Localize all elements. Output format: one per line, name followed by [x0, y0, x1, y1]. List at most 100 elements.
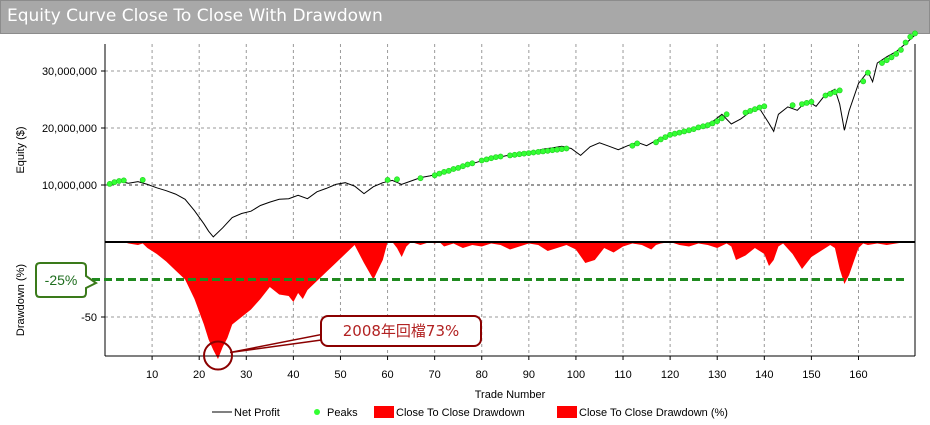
legend-label: Close To Close Drawdown: [396, 407, 525, 419]
peak-point: [898, 47, 904, 53]
y-tick-label: 20,000,000: [42, 123, 97, 135]
peak-point: [554, 146, 560, 153]
peak-point: [516, 151, 523, 158]
peak-point: [879, 60, 885, 66]
reference-line-group: -25%: [35, 262, 907, 298]
peak-point: [893, 51, 900, 57]
x-tick-label: 80: [476, 369, 488, 381]
peak-point: [653, 139, 659, 146]
peak-point: [464, 161, 471, 168]
peak-point: [469, 160, 476, 167]
peak-point: [756, 104, 763, 111]
peak-point: [511, 151, 518, 158]
callouts: 2008年回檔73%: [203, 315, 482, 371]
peak-point: [394, 176, 400, 183]
peak-point: [563, 145, 570, 152]
peak-point: [799, 101, 805, 107]
equity-axis-label: Equity ($): [15, 126, 27, 173]
legend-dot-swatch: [314, 409, 320, 415]
net-profit-series: [109, 34, 916, 238]
peak-point: [686, 127, 692, 134]
peak-point: [723, 111, 730, 118]
peak-point: [120, 177, 127, 184]
legend: Net Profit Peaks Close To Close Drawdown Cl…: [212, 406, 728, 419]
drawdown-axis-label: Drawdown (%): [15, 264, 27, 336]
reference-label: -25%: [45, 272, 78, 288]
peak-point: [497, 153, 504, 160]
peak-point: [907, 33, 914, 40]
x-tick-label: 60: [381, 369, 393, 381]
legend-label: Close To Close Drawdown (%): [579, 407, 728, 419]
peak-point: [662, 134, 669, 140]
chart-title-bar: Equity Curve Close To Close With Drawdow…: [0, 0, 930, 34]
x-tick-label: 10: [146, 369, 158, 381]
peak-point: [530, 149, 537, 156]
x-tick-label: 100: [567, 369, 585, 381]
x-tick-label: 140: [755, 369, 773, 381]
legend-label: Peaks: [327, 407, 358, 419]
reference-callout: [35, 262, 98, 298]
peak-point: [507, 152, 513, 159]
peak-point: [450, 166, 457, 172]
x-tick-label: 90: [523, 369, 535, 381]
peak-point: [629, 142, 636, 149]
peak-point: [441, 168, 447, 175]
x-tick-label: 120: [661, 369, 679, 381]
drawdown-series: [105, 242, 915, 359]
peak-point: [700, 123, 706, 130]
x-tick-label: 150: [802, 369, 820, 381]
annotation-box: [320, 315, 482, 347]
plot-frames: [104, 44, 916, 357]
peak-point: [789, 102, 796, 109]
y-tick-label: 10,000,000: [42, 180, 97, 192]
x-tick-label: 20: [193, 369, 205, 381]
legend-box-swatch: [557, 406, 577, 418]
peak-point: [535, 148, 542, 155]
peak-point: [657, 136, 664, 143]
peak-point: [860, 78, 867, 85]
peak-point: [525, 150, 532, 156]
x-axis-label: Trade Number: [475, 389, 546, 401]
axis-ticks: 10,000,000 20,000,000 30,000,000 -50 10 20 30 4…: [15, 66, 868, 401]
peak-point: [883, 57, 890, 64]
peak-point: [544, 147, 551, 154]
peak-point: [521, 150, 527, 157]
peak-point: [634, 140, 641, 147]
peak-point: [384, 176, 391, 183]
x-tick-label: 30: [240, 369, 252, 381]
peak-point: [808, 98, 815, 105]
x-tick-label: 70: [429, 369, 441, 381]
peak-point: [832, 89, 838, 95]
peak-point: [714, 118, 721, 125]
peak-point: [865, 69, 871, 76]
peak-point: [111, 179, 118, 186]
peak-point: [695, 124, 702, 131]
peak-point: [540, 148, 546, 155]
peak-point: [139, 176, 146, 183]
peak-point: [709, 120, 716, 127]
peak-point: [478, 157, 485, 164]
peak-point: [483, 156, 490, 163]
peak-point: [488, 155, 495, 162]
peak-point: [912, 30, 918, 37]
peak-point: [836, 87, 843, 94]
peak-point: [671, 130, 678, 137]
legend-label: Net Profit: [234, 407, 280, 419]
peak-point: [116, 178, 122, 184]
peak-point: [761, 103, 768, 110]
peak-point: [719, 115, 725, 122]
y-tick-label: -50: [81, 312, 97, 324]
peak-point: [888, 54, 895, 61]
peak-point: [417, 175, 424, 182]
peak-point: [803, 100, 810, 106]
peaks-markers: [106, 30, 918, 187]
peak-point: [558, 146, 565, 152]
peak-point: [549, 147, 556, 154]
x-tick-label: 130: [708, 369, 726, 381]
x-tick-label: 110: [614, 369, 632, 381]
peak-point: [492, 154, 499, 160]
x-tick-label: 160: [849, 369, 867, 381]
peak-point: [676, 129, 683, 136]
peak-point: [667, 131, 673, 138]
